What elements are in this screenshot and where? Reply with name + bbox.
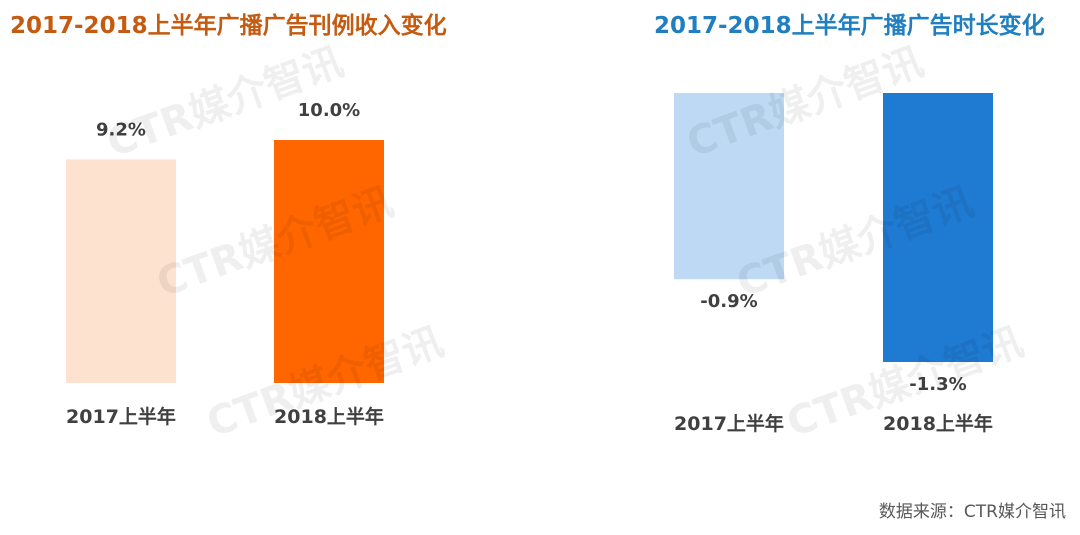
data-label-1: 10.0%: [298, 100, 360, 121]
category-label-1: 2018上半年: [883, 412, 993, 435]
bar-1: [883, 93, 993, 362]
chart-1: -0.9% 2017上半年 -1.3% 2018上半年: [674, 93, 993, 435]
source-note: 数据来源：CTR媒介智讯: [878, 502, 1066, 522]
data-label-0: 9.2%: [96, 119, 146, 140]
data-label-0: -0.9%: [700, 291, 757, 312]
chart-title-duration: 2017-2018上半年广播广告时长变化: [654, 13, 1045, 39]
category-label-0: 2017上半年: [66, 405, 176, 428]
data-label-1: -1.3%: [909, 374, 966, 395]
chart-title-revenue: 2017-2018上半年广播广告刊例收入变化: [10, 13, 447, 39]
category-label-1: 2018上半年: [274, 405, 384, 428]
category-label-0: 2017上半年: [674, 412, 784, 435]
bar-0: [674, 93, 784, 280]
chart-0: 9.2% 2017上半年 10.0% 2018上半年: [66, 100, 384, 428]
bar-0: [66, 159, 176, 383]
bar-1: [274, 140, 384, 383]
